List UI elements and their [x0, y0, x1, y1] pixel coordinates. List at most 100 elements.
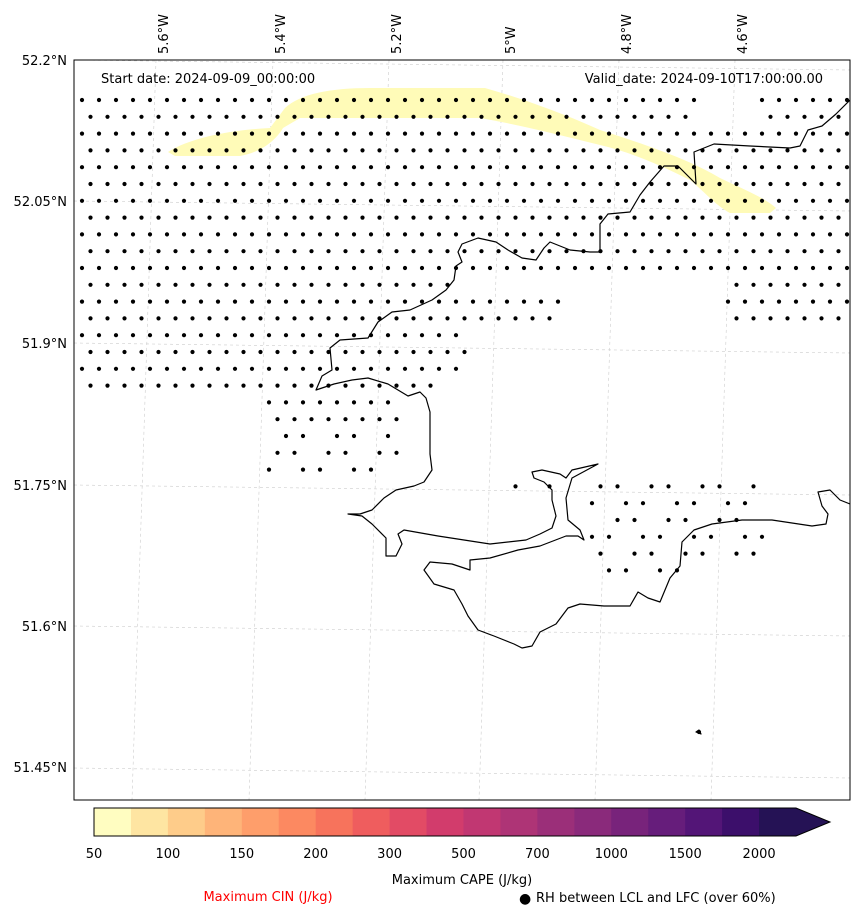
rh-dot [844, 97, 850, 103]
rh-dot [351, 165, 357, 170]
rh-dot [572, 97, 578, 103]
rh-dot [241, 249, 246, 254]
rh-dot [411, 383, 416, 388]
rh-dot [368, 299, 374, 304]
rh-dot [513, 215, 518, 220]
rh-dot [802, 215, 807, 220]
rh-dot [147, 366, 153, 371]
rh-dot [385, 265, 391, 271]
rh-dot [266, 97, 272, 103]
rh-dot [377, 114, 382, 119]
colorbar-cell [389, 808, 427, 836]
rh-dot [606, 198, 612, 203]
rh-dot [79, 165, 85, 170]
lon-label-5-6w: 5.6°W [157, 14, 172, 54]
rh-dot [725, 131, 731, 136]
rh-dot [249, 232, 255, 237]
rh-dot [105, 316, 110, 321]
rh-dot [334, 165, 340, 170]
rh-dot [666, 215, 671, 220]
rh-dot [360, 114, 365, 119]
rh-dot [411, 249, 416, 254]
rh-dot [385, 198, 391, 203]
latitude-labels: 52.2°N 52.05°N 51.9°N 51.75°N 51.6°N 51.… [14, 54, 67, 776]
rh-dot [173, 148, 178, 153]
rh-dot [139, 148, 144, 153]
rh-dot [836, 316, 841, 321]
rh-dot [785, 148, 790, 153]
rh-dot [776, 131, 782, 136]
rh-dot [377, 349, 382, 355]
rh-dot [649, 114, 654, 119]
rh-dot [589, 165, 595, 170]
rh-dot [79, 131, 85, 136]
rh-dot [436, 333, 442, 338]
rh-dot [725, 265, 731, 271]
rh-dot [589, 97, 595, 103]
rh-dot [479, 316, 484, 321]
rh-dot [360, 215, 365, 220]
rh-dot [623, 501, 629, 506]
colorbar-cells [94, 808, 830, 836]
rh-dot [215, 366, 221, 371]
rh-dot [385, 131, 391, 136]
rh-dot [530, 316, 535, 321]
rh-dot [113, 97, 119, 103]
rh-dot [742, 299, 748, 304]
rh-dot [768, 215, 773, 220]
rh-dot [394, 450, 399, 455]
rh-dot [419, 97, 425, 103]
rh-dot [640, 198, 646, 203]
rh-dot [598, 551, 603, 556]
rh-dot [156, 282, 161, 287]
rh-dot [411, 316, 416, 321]
rh-dot [445, 316, 450, 321]
rh-dot [700, 551, 705, 556]
rh-dot [105, 215, 110, 220]
rh-dot [190, 349, 195, 355]
rh-dot [224, 215, 229, 220]
rh-dot [581, 215, 586, 220]
rh-dot [317, 265, 323, 271]
rh-dot [479, 148, 484, 153]
rh-dot [844, 165, 850, 170]
rh-dot [581, 148, 586, 153]
rh-dot [147, 333, 153, 338]
rh-dot [436, 131, 442, 136]
rh-legend-label: RH between LCL and LFC (over 60%) [536, 891, 776, 906]
rh-dot [326, 114, 331, 119]
rh-dot [598, 215, 603, 220]
rh-dot [802, 249, 807, 254]
rh-dot [377, 450, 382, 455]
rh-dot [368, 232, 374, 237]
rh-dot [334, 433, 340, 439]
rh-dot [343, 383, 348, 388]
rh-dot [776, 97, 782, 103]
rh-dot [317, 131, 323, 136]
rh-dot [241, 148, 246, 153]
rh-dot [147, 198, 153, 203]
rh-dot [300, 433, 306, 439]
rh-dot [88, 282, 93, 287]
rh-dot [445, 114, 450, 119]
rh-dot [283, 131, 289, 136]
rh-dot [122, 282, 127, 287]
rh-dot [470, 299, 476, 304]
rh-dot [173, 316, 178, 321]
rh-dot [258, 282, 263, 287]
rh-dot [513, 114, 518, 119]
rh-dot [470, 265, 476, 271]
rh-dot [96, 131, 102, 136]
rh-dot [198, 265, 204, 271]
colorbar-cell [278, 808, 317, 836]
rh-dot [521, 232, 527, 237]
valid-date-label: Valid_date: 2024-09-10T17:00:00.00 [585, 72, 823, 87]
rh-dot [224, 383, 229, 388]
rh-dot [496, 181, 501, 187]
rh-dot [691, 534, 697, 539]
rh-dot [326, 316, 331, 321]
rh-dot [819, 282, 824, 287]
rh-dot [419, 198, 425, 203]
rh-dot [547, 148, 552, 153]
rh-dot [122, 316, 127, 321]
